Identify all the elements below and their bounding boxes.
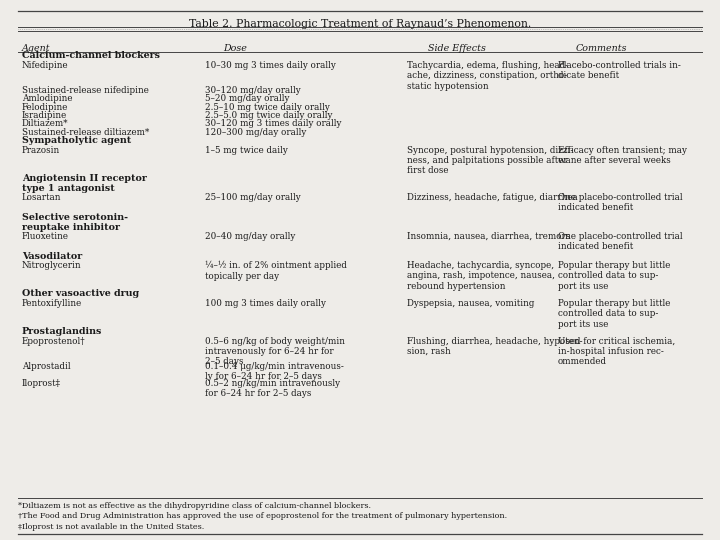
Text: Agent: Agent bbox=[22, 44, 50, 53]
Text: Headache, tachycardia, syncope,
angina, rash, impotence, nausea,
rebound hyperte: Headache, tachycardia, syncope, angina, … bbox=[407, 261, 555, 291]
Text: Placebo-controlled trials in-
dicate benefit: Placebo-controlled trials in- dicate ben… bbox=[558, 60, 681, 80]
Text: 0.1–0.4 μg/kg/min intravenous-
ly for 6–24 hr for 2–5 days: 0.1–0.4 μg/kg/min intravenous- ly for 6–… bbox=[205, 362, 344, 381]
Text: 25–100 mg/day orally: 25–100 mg/day orally bbox=[205, 193, 301, 202]
Text: 0.5–2 ng/kg/min intravenously
for 6–24 hr for 2–5 days: 0.5–2 ng/kg/min intravenously for 6–24 h… bbox=[205, 379, 341, 398]
Text: Sympatholytic agent: Sympatholytic agent bbox=[22, 136, 131, 145]
Text: Dizziness, headache, fatigue, diarrhea: Dizziness, headache, fatigue, diarrhea bbox=[407, 193, 577, 202]
Text: Sustained-release nifedipine: Sustained-release nifedipine bbox=[22, 86, 148, 95]
Text: Flushing, diarrhea, headache, hypoten-
sion, rash: Flushing, diarrhea, headache, hypoten- s… bbox=[407, 336, 582, 356]
Text: Felodipine: Felodipine bbox=[22, 103, 68, 112]
Text: ¼–½ in. of 2% ointment applied
topically per day: ¼–½ in. of 2% ointment applied topically… bbox=[205, 261, 347, 281]
Text: Insomnia, nausea, diarrhea, tremors: Insomnia, nausea, diarrhea, tremors bbox=[407, 232, 570, 241]
Text: Sustained-release diltiazem*: Sustained-release diltiazem* bbox=[22, 127, 149, 137]
Text: One placebo-controlled trial
indicated benefit: One placebo-controlled trial indicated b… bbox=[558, 193, 683, 212]
Text: Isradipine: Isradipine bbox=[22, 111, 67, 120]
Text: Popular therapy but little
controlled data to sup-
port its use: Popular therapy but little controlled da… bbox=[558, 299, 670, 329]
Text: Tachycardia, edema, flushing, head-
ache, dizziness, constipation, ortho-
static: Tachycardia, edema, flushing, head- ache… bbox=[407, 60, 568, 91]
Text: 100 mg 3 times daily orally: 100 mg 3 times daily orally bbox=[205, 299, 326, 308]
Text: Selective serotonin-
reuptake inhibitor: Selective serotonin- reuptake inhibitor bbox=[22, 213, 127, 232]
Text: Fluoxetine: Fluoxetine bbox=[22, 232, 68, 241]
Text: *Diltiazem is not as effective as the dihydropyridine class of calcium-channel b: *Diltiazem is not as effective as the di… bbox=[18, 502, 371, 510]
Text: †The Food and Drug Administration has approved the use of epoprostenol for the t: †The Food and Drug Administration has ap… bbox=[18, 512, 507, 521]
Text: 2.5–10 mg twice daily orally: 2.5–10 mg twice daily orally bbox=[205, 103, 330, 112]
Text: 120–300 mg/day orally: 120–300 mg/day orally bbox=[205, 127, 307, 137]
Text: Nitroglycerin: Nitroglycerin bbox=[22, 261, 81, 270]
Text: Other vasoactive drug: Other vasoactive drug bbox=[22, 289, 139, 299]
Text: Syncope, postural hypotension, dizzi-
ness, and palpitations possible after
firs: Syncope, postural hypotension, dizzi- ne… bbox=[407, 145, 573, 176]
Text: 20–40 mg/day orally: 20–40 mg/day orally bbox=[205, 232, 296, 241]
Text: Table 2. Pharmacologic Treatment of Raynaud’s Phenomenon.: Table 2. Pharmacologic Treatment of Rayn… bbox=[189, 19, 531, 29]
Text: 30–120 mg 3 times daily orally: 30–120 mg 3 times daily orally bbox=[205, 119, 342, 129]
Text: Calcium-channel blockers: Calcium-channel blockers bbox=[22, 51, 160, 60]
Text: Comments: Comments bbox=[576, 44, 628, 53]
Text: Alprostadil: Alprostadil bbox=[22, 362, 71, 371]
Text: Efficacy often transient; may
wane after several weeks: Efficacy often transient; may wane after… bbox=[558, 145, 687, 165]
Text: Losartan: Losartan bbox=[22, 193, 61, 202]
Text: Diltiazem*: Diltiazem* bbox=[22, 119, 68, 129]
Text: Vasodilator: Vasodilator bbox=[22, 252, 82, 261]
Text: ‡Iloprost is not available in the United States.: ‡Iloprost is not available in the United… bbox=[18, 523, 204, 531]
Text: Used for critical ischemia,
in-hospital infusion rec-
ommended: Used for critical ischemia, in-hospital … bbox=[558, 336, 675, 367]
Text: Side Effects: Side Effects bbox=[428, 44, 486, 53]
Text: One placebo-controlled trial
indicated benefit: One placebo-controlled trial indicated b… bbox=[558, 232, 683, 251]
Text: Amlodipine: Amlodipine bbox=[22, 94, 72, 103]
Text: 5–20 mg/day orally: 5–20 mg/day orally bbox=[205, 94, 289, 103]
Text: 0.5–6 ng/kg of body weight/min
intravenously for 6–24 hr for
2–5 days: 0.5–6 ng/kg of body weight/min intraveno… bbox=[205, 336, 345, 367]
Text: Pentoxifylline: Pentoxifylline bbox=[22, 299, 82, 308]
Text: Dose: Dose bbox=[223, 44, 247, 53]
Text: 10–30 mg 3 times daily orally: 10–30 mg 3 times daily orally bbox=[205, 60, 336, 70]
Text: Popular therapy but little
controlled data to sup-
port its use: Popular therapy but little controlled da… bbox=[558, 261, 670, 291]
Text: 30–120 mg/day orally: 30–120 mg/day orally bbox=[205, 86, 301, 95]
Text: Iloprost‡: Iloprost‡ bbox=[22, 379, 60, 388]
Text: Epoprostenol†: Epoprostenol† bbox=[22, 336, 85, 346]
Text: 1–5 mg twice daily: 1–5 mg twice daily bbox=[205, 145, 288, 154]
Text: Angiotensin II receptor
type 1 antagonist: Angiotensin II receptor type 1 antagonis… bbox=[22, 174, 146, 193]
Text: Prostaglandins: Prostaglandins bbox=[22, 327, 102, 336]
Text: Dyspepsia, nausea, vomiting: Dyspepsia, nausea, vomiting bbox=[407, 299, 534, 308]
Text: 2.5–5.0 mg twice daily orally: 2.5–5.0 mg twice daily orally bbox=[205, 111, 333, 120]
Text: Nifedipine: Nifedipine bbox=[22, 60, 68, 70]
Text: Prazosin: Prazosin bbox=[22, 145, 60, 154]
